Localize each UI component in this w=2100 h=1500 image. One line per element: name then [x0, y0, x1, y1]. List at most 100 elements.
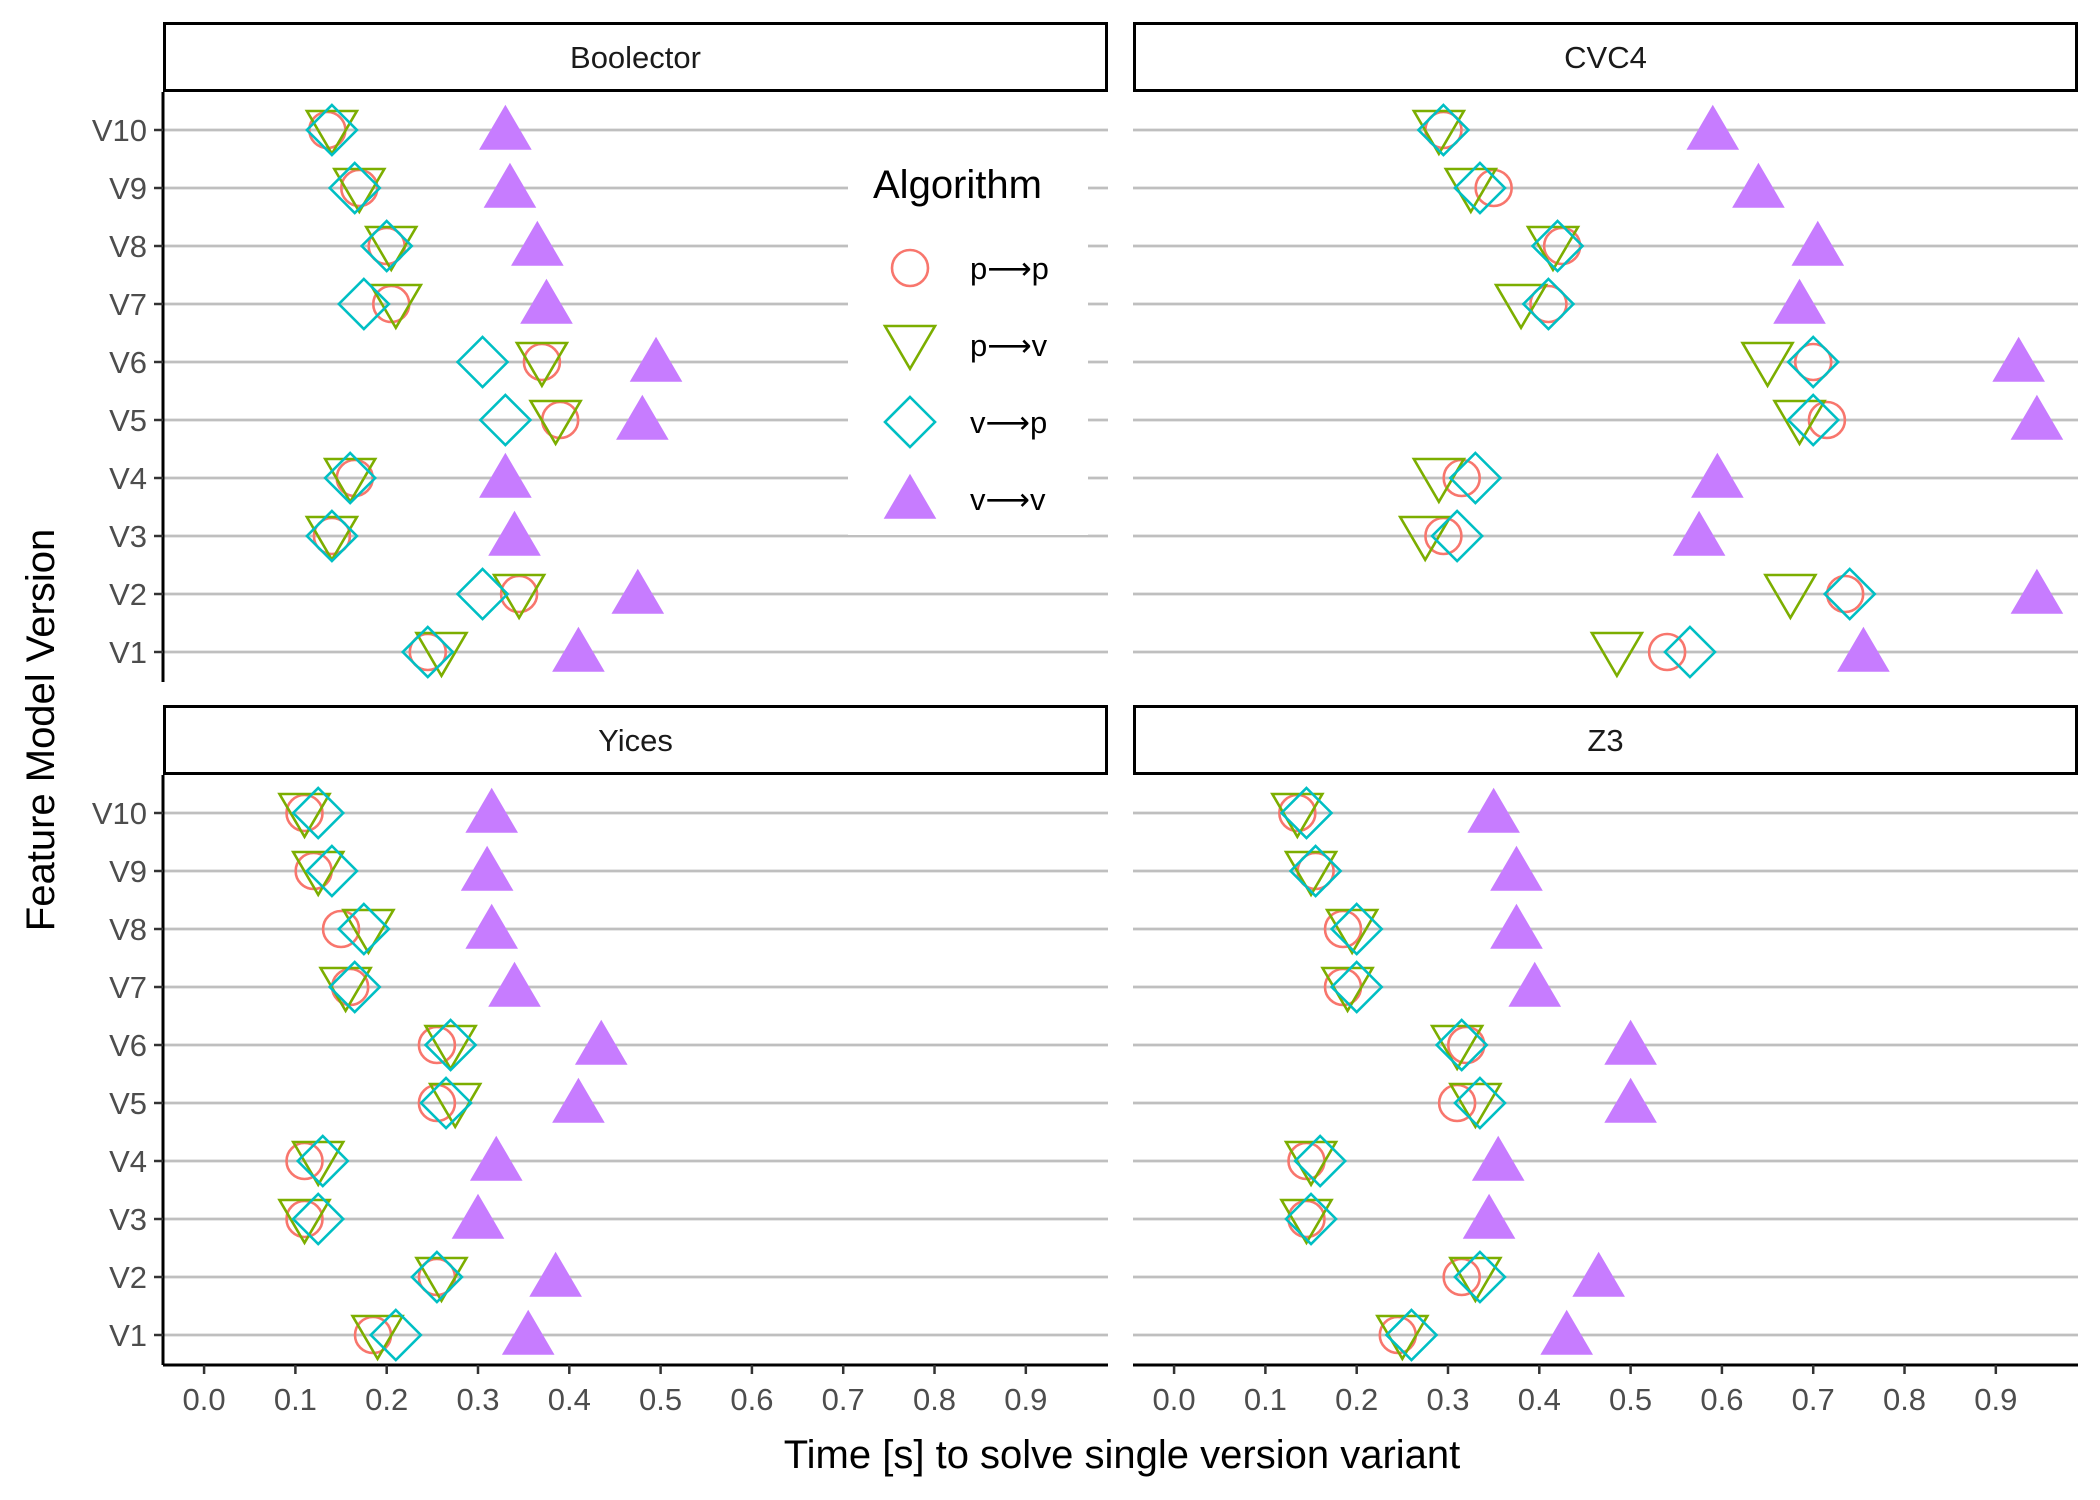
legend-key-open-down-triangle: [882, 324, 938, 372]
legend-key-open-circle: [890, 248, 930, 288]
point-cvc4-open-down-triangle-v6: [1740, 341, 1795, 389]
point-z3-open-diamond-v5: [1453, 1076, 1507, 1130]
point-boolector-filled-up-triangle-v9: [483, 162, 537, 208]
x-tick-label: 0.2: [1335, 1382, 1378, 1417]
point-boolector-open-down-triangle-v10: [304, 109, 360, 157]
point-z3-filled-up-triangle-v2: [1572, 1251, 1625, 1297]
panel-strip: [1133, 22, 2078, 92]
point-yices-open-diamond-v10: [291, 786, 346, 840]
point-cvc4-open-diamond-v2: [1822, 567, 1877, 621]
point-z3-filled-up-triangle-v9: [1490, 845, 1543, 891]
point-yices-filled-up-triangle-v4: [469, 1135, 523, 1181]
point-cvc4-open-circle-v1: [1647, 632, 1687, 672]
x-tick-label: 0.8: [1883, 1382, 1926, 1417]
y-tick-label: V3: [109, 1202, 147, 1237]
point-cvc4-open-circle-v2: [1825, 574, 1865, 614]
point-cvc4-open-down-triangle-v5: [1772, 399, 1827, 447]
point-boolector-open-diamond-v10: [305, 103, 359, 157]
point-boolector-open-diamond-v3: [305, 509, 359, 563]
point-cvc4-filled-up-triangle-v9: [1732, 162, 1785, 208]
x-tick-label: 0.7: [822, 1382, 865, 1417]
point-boolector-open-down-triangle-v4: [322, 457, 378, 505]
point-yices-filled-up-triangle-v9: [460, 845, 514, 891]
point-yices-filled-up-triangle-v1: [501, 1309, 555, 1355]
point-cvc4-filled-up-triangle-v7: [1773, 278, 1826, 324]
x-tick-label: 0.1: [274, 1382, 317, 1417]
point-boolector-open-diamond-v5: [478, 393, 533, 447]
x-tick-label: 0.3: [456, 1382, 499, 1417]
y-tick-label: V5: [109, 1086, 147, 1121]
point-boolector-open-down-triangle-v1: [414, 631, 469, 679]
point-z3-filled-up-triangle-v10: [1467, 787, 1520, 833]
panel-yices: Yices V1 V2 V3 V4 V5 V6 V7 V8 V9 V10 0.0 0.1 0.2 0.3 0.…: [92, 705, 1108, 1417]
point-cvc4-open-diamond-v8: [1530, 219, 1585, 273]
point-yices-open-diamond-v2: [410, 1250, 464, 1304]
x-tick-label: 0.2: [365, 1382, 408, 1417]
point-z3-open-diamond-v1: [1384, 1308, 1439, 1362]
point-z3-open-diamond-v9: [1288, 844, 1343, 898]
y-tick-label: V2: [109, 1260, 147, 1295]
point-boolector-filled-up-triangle-v7: [520, 278, 573, 324]
point-yices-open-down-triangle-v3: [277, 1198, 332, 1246]
point-boolector-open-diamond-v9: [327, 161, 382, 215]
point-yices-open-down-triangle-v10: [277, 792, 332, 840]
point-z3-filled-up-triangle-v1: [1540, 1309, 1594, 1355]
point-yices-open-down-triangle-v1: [350, 1314, 405, 1362]
y-tick-label: V9: [109, 171, 147, 206]
point-boolector-filled-up-triangle-v8: [511, 220, 564, 266]
y-tick-label: V1: [109, 1318, 147, 1353]
point-boolector-open-down-triangle-v5: [528, 399, 583, 447]
point-yices-filled-up-triangle-v2: [529, 1251, 582, 1297]
legend-label: v⟶p: [970, 405, 1047, 440]
point-z3-filled-up-triangle-v7: [1508, 961, 1562, 1007]
point-yices-open-diamond-v9: [305, 844, 359, 898]
point-cvc4-open-down-triangle-v3: [1397, 515, 1453, 563]
point-boolector-open-down-triangle-v3: [304, 515, 360, 563]
y-tick-label: V10: [92, 113, 147, 148]
point-boolector-open-diamond-v6: [455, 335, 510, 389]
legend-key-open-diamond: [883, 395, 937, 449]
x-axis-title: Time [s] to solve single version variant: [784, 1433, 1461, 1477]
point-cvc4-filled-up-triangle-v5: [2010, 394, 2064, 440]
y-tick-label: V8: [109, 229, 147, 264]
point-z3-filled-up-triangle-v8: [1490, 903, 1543, 949]
x-tick-label: 0.7: [1792, 1382, 1835, 1417]
x-tick-label: 0.9: [1004, 1382, 1047, 1417]
point-yices-filled-up-triangle-v10: [465, 787, 519, 833]
point-z3-open-diamond-v7: [1329, 960, 1384, 1014]
point-cvc4-open-diamond-v1: [1663, 625, 1717, 679]
panel-strip: [163, 22, 1108, 92]
legend-label: p⟶p: [970, 251, 1049, 286]
panel-title: Yices: [598, 723, 673, 758]
point-boolector-filled-up-triangle-v3: [488, 510, 541, 556]
legend-key-filled-up-triangle: [883, 473, 937, 519]
point-cvc4-open-circle-v6: [1793, 342, 1833, 382]
panel-title: Boolector: [570, 40, 701, 75]
point-cvc4-filled-up-triangle-v2: [2010, 568, 2064, 614]
point-cvc4-open-diamond-v9: [1453, 161, 1507, 215]
point-z3-open-diamond-v2: [1453, 1250, 1507, 1304]
y-axis-title: Feature Model Version: [19, 529, 63, 931]
x-tick-label: 0.3: [1426, 1382, 1469, 1417]
point-yices-open-circle-v8: [321, 909, 361, 949]
point-z3-open-diamond-v6: [1434, 1018, 1489, 1072]
panel-boolector: Boolector V1 V2 V3 V4 V5 V6 V7 V8 V9 V10: [92, 22, 1108, 682]
y-tick-label: V1: [109, 635, 147, 670]
point-cvc4-open-diamond-v5: [1786, 393, 1841, 447]
panel-z3: Z3 0.0 0.1 0.2 0.3 0.4 0.5 0.6 0.7 0.8 0.9: [1133, 705, 2078, 1417]
y-tick-label: V10: [92, 796, 147, 831]
x-tick-label: 0.6: [1700, 1382, 1743, 1417]
x-tick-label: 0.9: [1974, 1382, 2017, 1417]
point-yices-open-diamond-v3: [291, 1192, 346, 1246]
point-cvc4-open-diamond-v6: [1786, 335, 1841, 389]
legend-label: p⟶v: [970, 328, 1048, 363]
point-z3-open-diamond-v8: [1329, 902, 1384, 956]
y-tick-label: V6: [109, 345, 147, 380]
point-yices-open-diamond-v7: [327, 960, 382, 1014]
point-boolector-filled-up-triangle-v6: [629, 336, 683, 382]
panel-strip: [163, 705, 1108, 775]
panel-cvc4: CVC4: [1133, 22, 2078, 679]
point-yices-open-diamond-v8: [337, 902, 391, 956]
point-yices-filled-up-triangle-v6: [574, 1019, 628, 1065]
point-cvc4-filled-up-triangle-v3: [1672, 510, 1726, 556]
